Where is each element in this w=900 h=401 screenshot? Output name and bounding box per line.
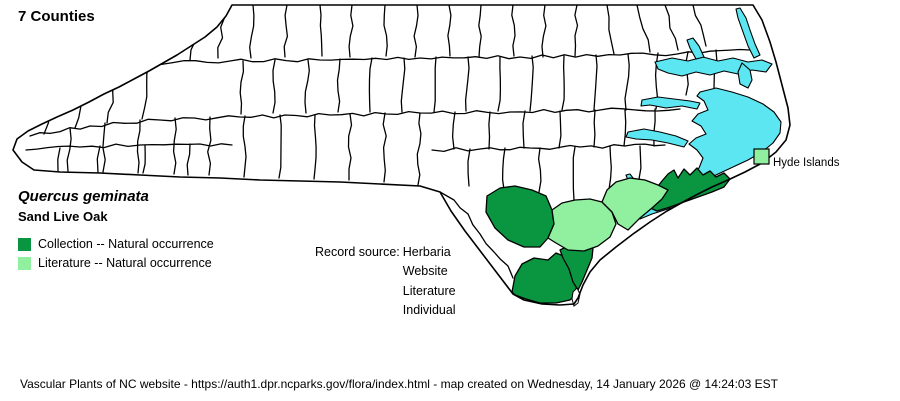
pamlico-river — [640, 96, 701, 110]
county-boundary-line — [638, 145, 642, 180]
county-count-title: 7 Counties — [18, 8, 95, 25]
county-boundary-line — [25, 143, 233, 151]
county-boundary-line — [383, 5, 388, 57]
county-boundary-line — [96, 145, 101, 173]
record-source-value: Herbaria — [402, 245, 451, 259]
county-pender — [547, 198, 617, 252]
record-source-value: Individual — [402, 303, 456, 318]
hyde-islands-marker — [753, 148, 770, 165]
county-boundary-line — [606, 5, 615, 55]
county-boundary-line — [561, 55, 565, 111]
county-boundary-line — [522, 110, 526, 149]
county-boundary-line — [136, 119, 141, 174]
legend-swatch-literature — [18, 256, 31, 270]
county-boundary-line — [57, 147, 61, 172]
county-boundary-line — [572, 146, 576, 201]
hyde-islands-label: Hyde Islands — [773, 157, 840, 169]
record-source-label: Record source: — [315, 245, 400, 259]
county-boundary-line — [558, 110, 562, 149]
county-boundary-line — [537, 147, 542, 193]
county-boundary-line — [511, 5, 516, 57]
county-boundary-line — [593, 54, 598, 111]
county-boundary-line — [636, 5, 651, 53]
legend-swatch-collection — [18, 237, 31, 251]
county-boundary-line — [413, 5, 419, 58]
county-boundary-line — [501, 147, 506, 191]
county-boundary-line — [574, 5, 579, 57]
county-boundary-line — [433, 56, 437, 113]
record-source-values: Herbaria Website Literature Individual — [403, 243, 456, 321]
county-boundary-line — [478, 5, 482, 58]
county-boundary-line — [488, 111, 491, 150]
county-boundary-line — [149, 48, 751, 66]
county-boundary-line — [347, 113, 353, 181]
species-block: Quercus geminata Sand Live Oak — [18, 188, 149, 224]
record-source-value: Website — [402, 264, 448, 279]
county-boundary-line — [447, 5, 452, 57]
county-boundary-line — [142, 144, 146, 174]
county-boundary-line — [278, 114, 282, 179]
record-source-value: Literature — [402, 283, 456, 298]
county-boundary-line — [304, 59, 310, 114]
county-boundary-line — [451, 111, 456, 150]
county-boundary-line — [319, 5, 323, 57]
county-boundary-line — [186, 143, 191, 176]
county-boundary-line — [172, 117, 177, 175]
legend-item-literature: Literature -- Natural occurrence — [18, 256, 214, 270]
county-boundary-line — [368, 57, 373, 113]
county-boundary-line — [467, 148, 471, 187]
barrier-island — [571, 287, 581, 307]
county-boundary-line — [242, 115, 247, 178]
record-source: Record source: Herbaria Website Literatu… — [315, 243, 456, 321]
county-boundary-line — [400, 57, 406, 113]
neuse-river — [625, 128, 689, 148]
legend-label-collection: Collection -- Natural occurrence — [38, 237, 214, 251]
county-boundary-line — [416, 112, 422, 186]
county-boundary-line — [529, 55, 534, 112]
county-boundary-line — [624, 53, 630, 111]
county-boundary-line — [283, 5, 289, 58]
county-boundary-line — [467, 213, 514, 279]
common-name: Sand Live Oak — [18, 209, 108, 224]
county-boundary-line — [66, 127, 72, 172]
county-boundary-line — [382, 112, 387, 183]
collection-counties — [485, 167, 731, 304]
legend-label-literature: Literature -- Natural occurrence — [38, 256, 212, 270]
water-areas — [625, 7, 782, 220]
county-boundary-line — [692, 5, 707, 47]
county-boundary-line — [593, 109, 596, 148]
county-boundary-line — [348, 5, 354, 58]
county-boundary-line — [623, 109, 627, 147]
literature-counties — [547, 177, 669, 252]
county-boundary-line — [464, 56, 470, 112]
county-boundary-line — [29, 107, 681, 137]
county-boundary-line — [249, 5, 255, 59]
county-boundary-line — [431, 143, 666, 153]
county-grid — [25, 5, 751, 279]
county-boundary-line — [541, 5, 547, 58]
scientific-name: Quercus geminata — [18, 188, 149, 205]
county-boundary-line — [664, 5, 679, 51]
footer-credit: Vascular Plants of NC website - https://… — [20, 377, 778, 391]
currituck-sound — [735, 7, 761, 59]
county-boundary-line — [239, 60, 245, 115]
map-legend: Collection -- Natural occurrence Literat… — [18, 237, 214, 275]
county-boundary-line — [497, 56, 502, 112]
county-boundary-line — [336, 58, 341, 113]
county-onslow — [601, 177, 669, 231]
alligator-river — [737, 62, 753, 89]
legend-item-collection: Collection -- Natural occurrence — [18, 237, 214, 251]
county-boundary-line — [272, 59, 276, 114]
county-boundary-line — [439, 191, 469, 215]
chowan-river — [686, 37, 705, 60]
county-boundary-line — [313, 114, 317, 180]
